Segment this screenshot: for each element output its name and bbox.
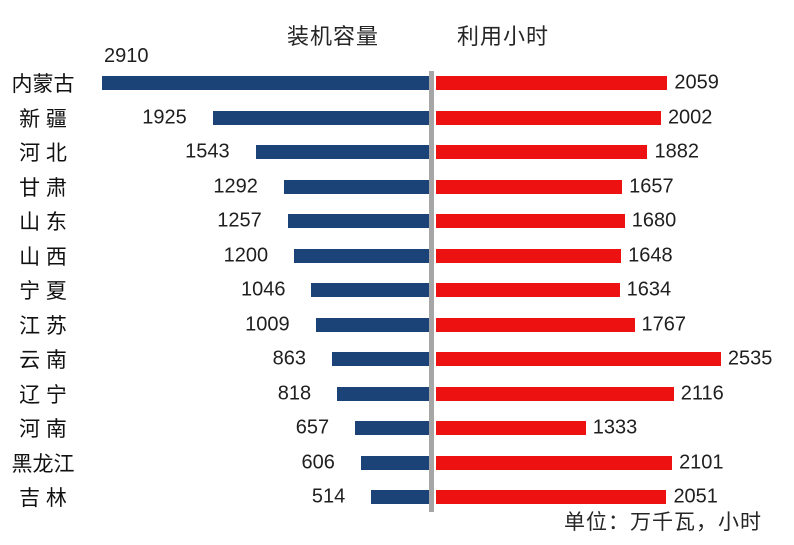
capacity-bar <box>315 317 429 332</box>
capacity-value: 863 <box>272 347 307 370</box>
capacity-value: 1543 <box>185 140 230 163</box>
chart-row: 江 苏 1009 1767 <box>0 307 794 342</box>
chart-row: 辽 宁 818 2116 <box>0 376 794 411</box>
hours-bar <box>436 386 674 401</box>
capacity-value: 1292 <box>213 175 258 197</box>
hours-bar <box>436 455 673 470</box>
series-left-header: 装机容量 <box>287 24 380 49</box>
capacity-value: 818 <box>277 382 312 404</box>
capacity-bar <box>212 110 429 125</box>
hours-value: 1333 <box>592 416 638 439</box>
category-label: 内蒙古 <box>11 73 75 96</box>
capacity-value: 514 <box>311 485 346 508</box>
hours-value: 1634 <box>626 278 672 301</box>
capacity-value: 1925 <box>142 106 187 128</box>
hours-value: 2051 <box>673 485 718 508</box>
category-label: 新 疆 <box>19 107 67 131</box>
hours-bar <box>436 490 667 504</box>
top-capacity-value: 2910 <box>104 45 149 67</box>
chart-row: 山 东 1257 1680 <box>0 204 794 239</box>
capacity-bar <box>360 455 429 470</box>
unit-note: 单位：万千瓦，小时 <box>564 511 762 534</box>
hours-bar <box>436 179 623 194</box>
capacity-bar <box>102 76 429 90</box>
series-right-header: 利用小时 <box>457 24 550 49</box>
category-label: 江 苏 <box>19 314 67 338</box>
hours-bar <box>436 76 668 90</box>
capacity-value: 606 <box>301 451 335 473</box>
chart-row: 河 北 1543 1882 <box>0 135 794 170</box>
hours-bar <box>436 421 586 435</box>
capacity-bar <box>294 248 429 263</box>
chart-row: 甘 肃 1292 1657 <box>0 169 794 204</box>
chart-row: 云 南 863 2535 <box>0 342 794 377</box>
category-label: 黑龙江 <box>11 452 75 476</box>
rows: 内蒙古 2059 新 疆 1925 2002 河 北 1543 1882 甘 肃 1292 1657… <box>0 66 794 515</box>
hours-bar <box>436 110 661 125</box>
capacity-value: 1200 <box>223 244 269 266</box>
capacity-bar <box>371 490 429 504</box>
category-label: 山 东 <box>19 211 67 234</box>
hours-bar <box>436 214 625 228</box>
hours-bar <box>436 248 622 263</box>
capacity-value: 1046 <box>240 278 286 301</box>
capacity-value: 657 <box>295 416 330 439</box>
hours-value: 2116 <box>680 382 724 404</box>
chart-row: 黑龙江 606 2101 <box>0 445 794 480</box>
chart-row: 山 西 1200 1648 <box>0 238 794 273</box>
hours-value: 1767 <box>641 313 687 335</box>
capacity-bar <box>337 386 429 401</box>
hours-value: 1680 <box>631 209 677 232</box>
category-label: 吉 林 <box>19 487 67 510</box>
hours-value: 2101 <box>679 451 724 473</box>
category-label: 辽 宁 <box>19 383 67 407</box>
chart-row: 河 南 657 1333 <box>0 411 794 446</box>
hours-bar <box>436 317 635 332</box>
hours-bar <box>436 352 721 366</box>
capacity-bar <box>287 214 429 228</box>
capacity-bar <box>283 179 429 194</box>
hours-value: 2535 <box>727 347 773 370</box>
category-label: 河 北 <box>19 142 67 165</box>
chart-row: 吉 林 514 2051 <box>0 480 794 515</box>
hours-value: 2059 <box>674 71 719 94</box>
hours-bar <box>436 145 648 159</box>
capacity-value: 1009 <box>245 313 290 335</box>
hours-value: 1648 <box>628 244 673 266</box>
chart-row: 新 疆 1925 2002 <box>0 100 794 135</box>
chart-row: 宁 夏 1046 1634 <box>0 273 794 308</box>
capacity-bar <box>332 352 429 366</box>
category-label: 宁 夏 <box>19 280 67 303</box>
capacity-bar <box>355 421 429 435</box>
capacity-bar <box>255 145 429 159</box>
hours-bar <box>436 283 620 297</box>
divider-line <box>429 71 434 512</box>
capacity-value: 1257 <box>217 209 262 232</box>
hours-value: 2002 <box>667 106 713 128</box>
category-label: 云 南 <box>19 349 67 372</box>
category-label: 山 西 <box>19 245 67 269</box>
category-label: 河 南 <box>19 418 67 441</box>
hours-value: 1657 <box>629 175 674 197</box>
capacity-bar <box>311 283 429 297</box>
hours-value: 1882 <box>654 140 699 163</box>
chart-row: 内蒙古 2059 <box>0 66 794 101</box>
category-label: 甘 肃 <box>19 176 67 200</box>
